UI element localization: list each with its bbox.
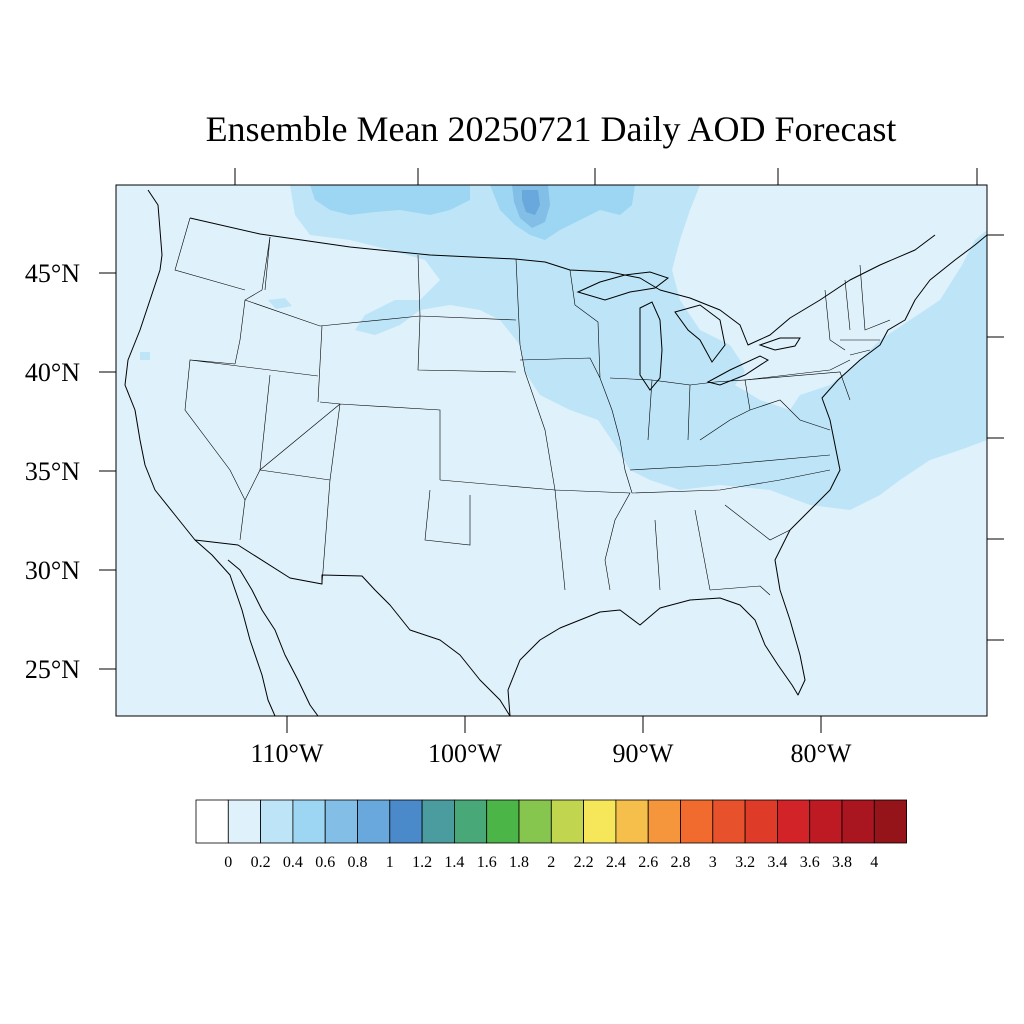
colorbar-swatch <box>260 799 294 844</box>
colorbar-label: 4 <box>870 854 878 871</box>
colorbar-label: 1 <box>386 854 394 871</box>
colorbar-label: 0.4 <box>283 854 303 871</box>
lon-label-80: 80°W <box>791 739 852 768</box>
colorbar-label: 2.4 <box>606 854 626 871</box>
lake-erie <box>706 355 770 386</box>
colorbar-swatch <box>712 799 746 844</box>
colorbar-label: 2.8 <box>671 854 691 871</box>
colorbar-label: 2.2 <box>574 854 594 871</box>
lat-label-30: 30°N <box>25 556 80 585</box>
great-lakes <box>576 271 801 391</box>
canada-border <box>189 217 936 346</box>
colorbar-label: 1.8 <box>509 854 529 871</box>
lon-label-100: 100°W <box>428 739 502 768</box>
colorbar-label: 1.2 <box>412 854 432 871</box>
gulf-coastline <box>507 234 987 716</box>
colorbar-swatch <box>841 799 875 844</box>
lake-michigan <box>639 301 663 391</box>
colorbar-label: 3.8 <box>832 854 852 871</box>
colorbar-label: 2.6 <box>638 854 658 871</box>
colorbar-swatch <box>615 799 649 844</box>
aod-region-california-patch <box>140 352 150 360</box>
colorbar-label: 3.4 <box>767 854 787 871</box>
aod-contours-0-2 <box>140 185 987 510</box>
colorbar-swatch <box>777 799 811 844</box>
colorbar-swatch <box>873 799 907 844</box>
colorbar-swatch <box>744 799 778 844</box>
colorbar-swatch <box>292 799 326 844</box>
aod-region-northwest-patch <box>268 298 292 309</box>
pacific-coastline <box>124 189 276 716</box>
colorbar-label: 2 <box>547 854 555 871</box>
colorbar-label: 0 <box>224 854 232 871</box>
colorbar-label: 3.6 <box>800 854 820 871</box>
colorbar-label: 1.4 <box>444 854 464 871</box>
colorbar-swatch <box>453 799 488 844</box>
colorbar-swatch <box>518 799 552 844</box>
colorbar-swatch <box>550 799 584 844</box>
map-area <box>116 185 987 716</box>
colorbar-swatch <box>680 799 714 844</box>
aod-region-north-dakota-plume <box>310 185 470 215</box>
colorbar-swatch <box>486 799 520 844</box>
colorbar-label: 1.6 <box>477 854 497 871</box>
colorbar-swatch <box>227 799 262 844</box>
colorbar <box>195 799 907 844</box>
latitude-labels: 45°N 40°N 35°N 30°N 25°N <box>25 259 80 684</box>
longitude-labels: 110°W 100°W 90°W 80°W <box>251 739 852 768</box>
colorbar-swatch <box>195 799 229 844</box>
aod-region-north-central <box>290 185 987 510</box>
colorbar-swatch <box>357 799 391 844</box>
aod-region-core-inner <box>522 190 540 215</box>
lat-label-45: 45°N <box>25 259 80 288</box>
colorbar-swatch <box>583 799 617 844</box>
colorbar-swatch <box>647 799 681 844</box>
lat-label-40: 40°N <box>25 358 80 387</box>
colorbar-swatch <box>421 799 455 844</box>
aod-contours-0-8 <box>522 190 540 215</box>
state-borders <box>174 217 891 596</box>
lon-label-110: 110°W <box>251 739 324 768</box>
lon-label-90: 90°W <box>613 739 674 768</box>
lake-superior <box>576 271 670 301</box>
lake-ontario <box>758 337 801 351</box>
baja-gulf-coast <box>227 559 319 716</box>
lat-label-25: 25°N <box>25 655 80 684</box>
frame-ticks <box>99 168 1004 733</box>
colorbar-labels: 0 0.2 0.4 0.6 0.8 1 1.2 1.4 1.6 1.8 2 2.2 2.4 2.6 2.8 3… <box>224 854 878 871</box>
lake-huron <box>674 304 726 363</box>
colorbar-label: 0.2 <box>251 854 271 871</box>
lat-label-35: 35°N <box>25 457 80 486</box>
colorbar-label: 0.6 <box>315 854 335 871</box>
colorbar-label: 0.8 <box>348 854 368 871</box>
colorbar-swatch <box>809 799 843 844</box>
map-frame <box>115 184 988 717</box>
colorbar-label: 3 <box>709 854 717 871</box>
map-title: Ensemble Mean 20250721 Daily AOD Forecas… <box>205 109 897 149</box>
colorbar-label: 3.2 <box>735 854 755 871</box>
state-lines-west <box>174 217 421 585</box>
colorbar-swatch <box>324 799 358 844</box>
state-lines-northeast <box>744 264 891 381</box>
colorbar-swatch <box>389 799 423 844</box>
